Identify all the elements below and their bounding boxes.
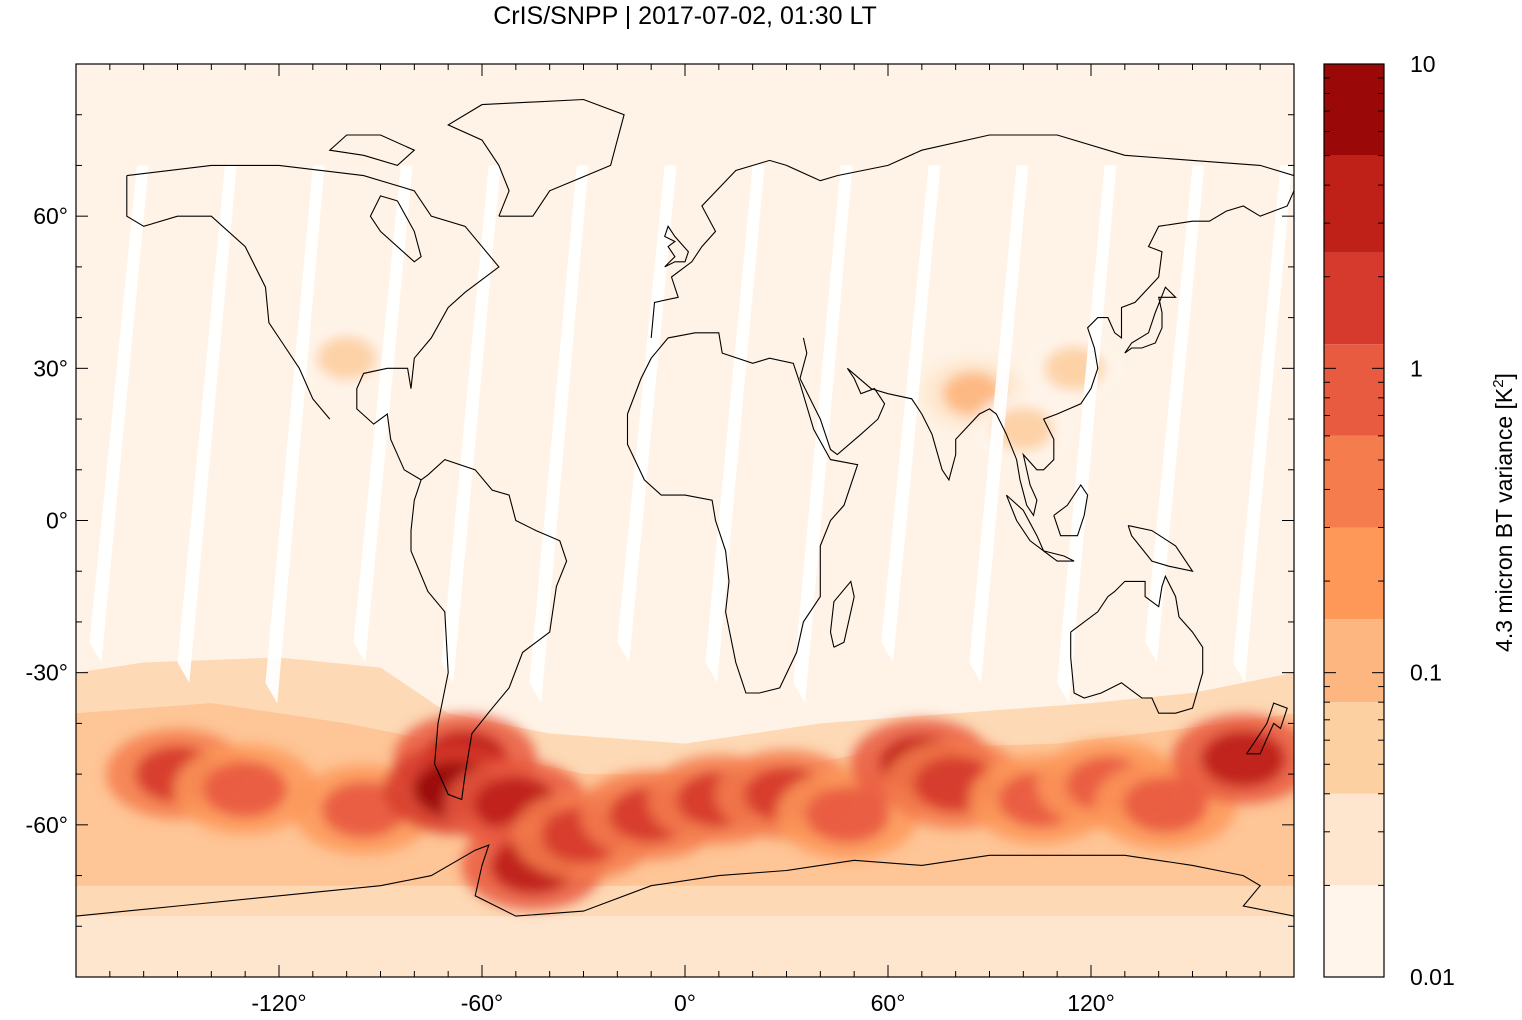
colorbar-level: [1324, 793, 1384, 886]
chart-title: CrIS/SNPP | 2017-07-02, 01:30 LT: [493, 2, 877, 30]
orbit-gap: [1057, 165, 1117, 704]
axis-tick-labels: -120° -60° 0° 60° 120° 60° 30° 0° -30° -60°: [26, 203, 1115, 1016]
coastline-1: [126, 175, 331, 420]
colorbar-level: [1324, 252, 1384, 345]
hotspot: [1201, 730, 1286, 787]
coastline-17: [1127, 525, 1194, 573]
coastline-12: [1246, 702, 1288, 755]
coastline-15: [1043, 550, 1075, 562]
colorbar-label: 4.3 micron BT variance [K2]: [1490, 373, 1517, 652]
colorbar-level: [1324, 619, 1384, 703]
colorbar-frame: [1323, 63, 1385, 978]
orbit-gap: [529, 165, 589, 704]
colorbar-tick-label: 0.01: [1410, 964, 1455, 990]
x-tick-label: 0°: [674, 990, 696, 1016]
y-tick-label: -60°: [26, 812, 68, 838]
orbit-gap: [1145, 165, 1205, 663]
colorbar-level: [1324, 885, 1384, 977]
coastline-5: [1070, 574, 1204, 714]
colorbar-level: [1324, 155, 1384, 253]
colorbar-level: [1324, 64, 1384, 156]
orbit-gap: [969, 165, 1029, 683]
coastlines: [76, 98, 1294, 917]
y-tick-label: -30°: [26, 660, 68, 686]
colorbar-level: [1324, 702, 1384, 794]
hotspot: [805, 786, 890, 843]
coastline-10: [664, 225, 690, 268]
colorbar-tick-label: 0.1: [1410, 660, 1442, 686]
orbit-gap: [265, 165, 325, 704]
hotspot: [316, 336, 377, 381]
y-tick-label: 60°: [33, 203, 68, 229]
orbit-gap: [881, 165, 941, 663]
orbit-gap: [1233, 165, 1293, 683]
colorbar-tick-label: 1: [1410, 355, 1423, 381]
coastline-16: [1053, 484, 1089, 537]
coastline-13: [829, 580, 855, 648]
colorbar-tick-label: 10: [1410, 51, 1436, 77]
coastline-0: [126, 164, 568, 801]
orbit-gap: [793, 165, 853, 704]
hotspot: [203, 761, 288, 818]
orbit-gap: [89, 165, 149, 663]
orbit-gap: [177, 165, 237, 683]
coastline-2: [650, 134, 1294, 338]
x-tick-label: 60°: [871, 990, 906, 1016]
orbit-gap: [353, 165, 413, 663]
orbit-gaps: [89, 165, 1293, 704]
coastline-8: [328, 134, 416, 167]
orbit-gap: [705, 165, 765, 683]
y-tick-label: 0°: [46, 508, 68, 534]
orbit-gap: [617, 165, 677, 663]
coastline-7: [447, 98, 625, 217]
x-tick-label: 120°: [1067, 990, 1115, 1016]
coastline-3: [626, 332, 859, 694]
x-tick-label: -120°: [251, 990, 306, 1016]
x-tick-label: -60°: [461, 990, 503, 1016]
coastline-9: [369, 195, 422, 263]
map-area: [76, 64, 1294, 977]
coastline-11: [1124, 286, 1177, 354]
colorbar: 10 1 0.1 0.01 4.3 micron BT variance [K2]: [1323, 51, 1517, 990]
colorbar-level: [1324, 344, 1384, 436]
hotspot: [1123, 776, 1208, 833]
orbit-gap: [441, 165, 501, 683]
colorbar-level: [1324, 435, 1384, 528]
coastline-6: [76, 844, 1294, 917]
axis-ticks: [76, 64, 1294, 977]
coastline-4: [799, 190, 1294, 517]
y-tick-label: 30°: [33, 355, 68, 381]
colorbar-level: [1324, 527, 1384, 620]
